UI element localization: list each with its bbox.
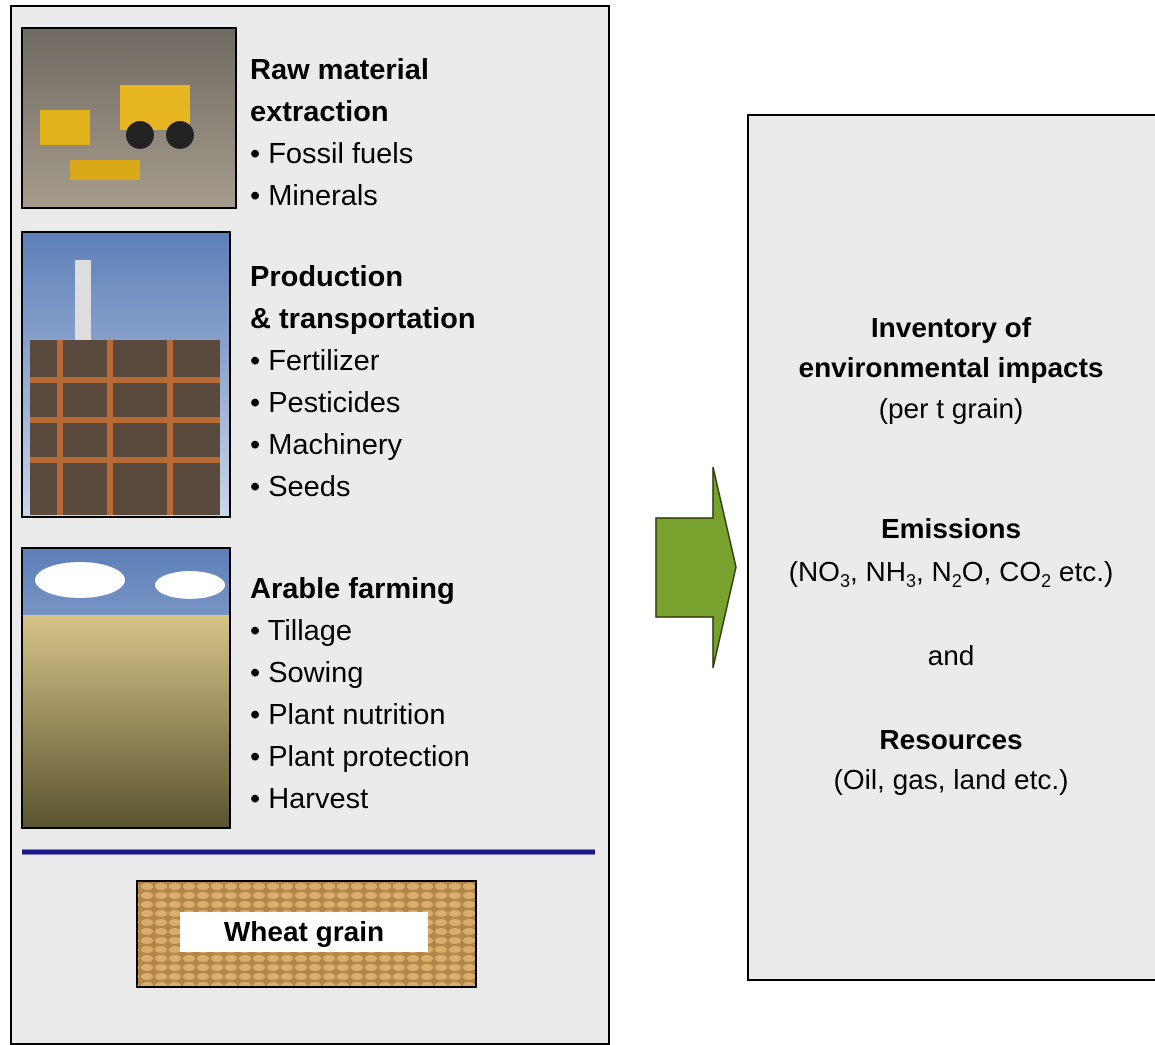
subscript: 2 — [1041, 571, 1051, 591]
section-title: & transportation — [250, 298, 476, 340]
heading-line: Inventory of — [747, 308, 1155, 348]
section-farming: Arable farming • Tillage • Sowing • Plan… — [250, 568, 470, 820]
item: • Machinery — [250, 424, 476, 466]
heading-line: environmental impacts — [747, 348, 1155, 388]
factory-photo — [22, 232, 230, 517]
mining-photo — [22, 28, 236, 208]
formula-text: etc.) — [1051, 556, 1113, 587]
item: • Fossil fuels — [250, 133, 429, 175]
section-extraction: Raw material extraction • Fossil fuels •… — [250, 49, 429, 217]
product-label: Wheat grain — [180, 912, 428, 952]
section-title: Raw material — [250, 49, 429, 91]
emissions-detail: (NO3, NH3, N2O, CO2 etc.) — [747, 552, 1155, 592]
conjunction: and — [747, 636, 1155, 676]
section-production: Production & transportation • Fertilizer… — [250, 256, 476, 508]
subscript: 2 — [952, 571, 962, 591]
item: • Sowing — [250, 652, 470, 694]
emissions-title: Emissions — [747, 509, 1155, 549]
formula-text: , NH — [850, 556, 906, 587]
item: • Minerals — [250, 175, 429, 217]
formula-text: , N — [916, 556, 952, 587]
section-title: extraction — [250, 91, 429, 133]
page: Raw material extraction • Fossil fuels •… — [0, 0, 1155, 1026]
section-title: Arable farming — [250, 568, 470, 610]
heading: Inventory of environmental impacts — [747, 308, 1155, 388]
formula-text: O, CO — [962, 556, 1041, 587]
section-title: Production — [250, 256, 476, 298]
resources-detail: (Oil, gas, land etc.) — [747, 760, 1155, 800]
item: • Harvest — [250, 778, 470, 820]
subscript: 3 — [906, 571, 916, 591]
item: • Fertilizer — [250, 340, 476, 382]
wheat-field-photo — [22, 548, 230, 828]
item: • Plant nutrition — [250, 694, 470, 736]
item: • Plant protection — [250, 736, 470, 778]
heading-note: (per t grain) — [747, 389, 1155, 429]
arrow — [656, 467, 736, 668]
item: • Pesticides — [250, 382, 476, 424]
item: • Seeds — [250, 466, 476, 508]
resources-title: Resources — [747, 720, 1155, 760]
item: • Tillage — [250, 610, 470, 652]
formula-text: (NO — [789, 556, 840, 587]
subscript: 3 — [840, 571, 850, 591]
